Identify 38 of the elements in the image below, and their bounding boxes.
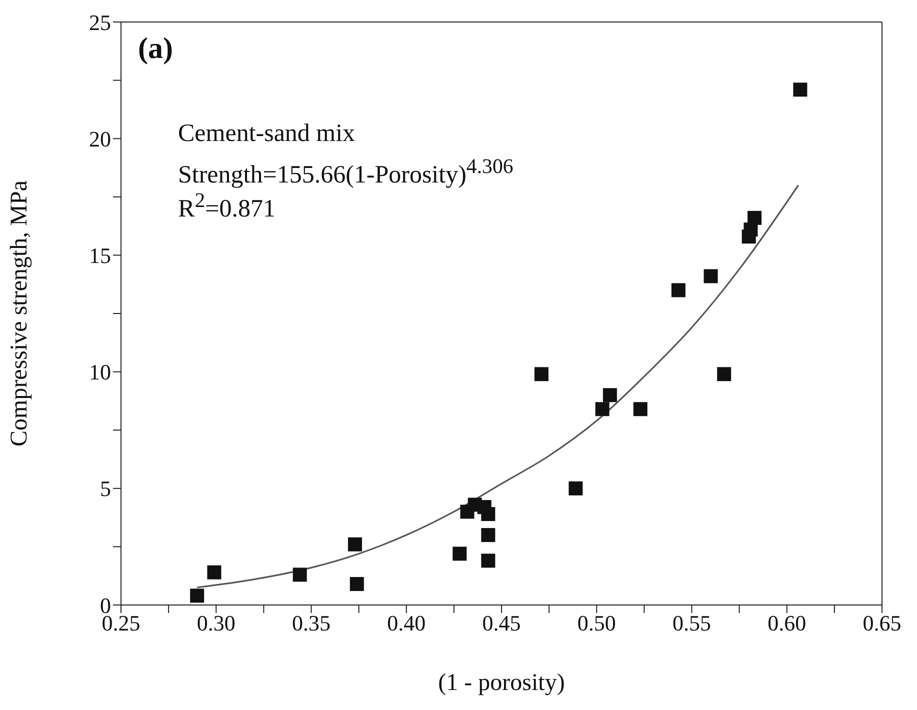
point xyxy=(704,269,718,284)
point xyxy=(207,565,222,580)
y-tick-label: 20 xyxy=(89,126,111,152)
annotation: (a) xyxy=(138,32,173,66)
y-axis-title: Compressive strength, MPa xyxy=(6,180,33,446)
annotation: R$^{2}$=0.871 xyxy=(178,188,276,224)
x-tick-label: 0.65 xyxy=(862,610,902,636)
x-tick-label: 0.40 xyxy=(387,610,426,636)
point xyxy=(671,283,686,298)
x-tick-label: 0.30 xyxy=(196,610,236,636)
point xyxy=(633,402,648,416)
x-tick-label: 0.60 xyxy=(768,610,806,636)
point xyxy=(602,388,617,402)
annotation: Strength=155.66(1-Porosity)$^{4.306}$ xyxy=(178,154,514,190)
y-tick-label: 15 xyxy=(89,243,111,268)
y-tick-label: 25 xyxy=(89,10,111,35)
point xyxy=(793,82,808,97)
point xyxy=(348,537,362,552)
x-tick-label: 0.55 xyxy=(672,610,711,636)
point xyxy=(742,230,756,244)
point xyxy=(481,554,496,568)
y-tick-label: 10 xyxy=(89,360,111,385)
point xyxy=(452,546,467,561)
y-tick-label: 5 xyxy=(100,476,111,502)
point xyxy=(568,481,583,496)
x-axis-title: (1 - porosity) xyxy=(438,670,565,696)
x-tick-label: 0.35 xyxy=(292,610,330,636)
point xyxy=(292,568,307,582)
point xyxy=(534,367,548,382)
point xyxy=(190,588,204,603)
x-tick-label: 0.50 xyxy=(577,610,616,636)
annotation: Cement-sand mix xyxy=(178,120,356,148)
point xyxy=(717,367,732,382)
point xyxy=(481,507,496,522)
point xyxy=(595,402,610,416)
point xyxy=(350,577,364,592)
x-tick-label: 0.45 xyxy=(482,610,521,636)
point xyxy=(481,528,496,542)
